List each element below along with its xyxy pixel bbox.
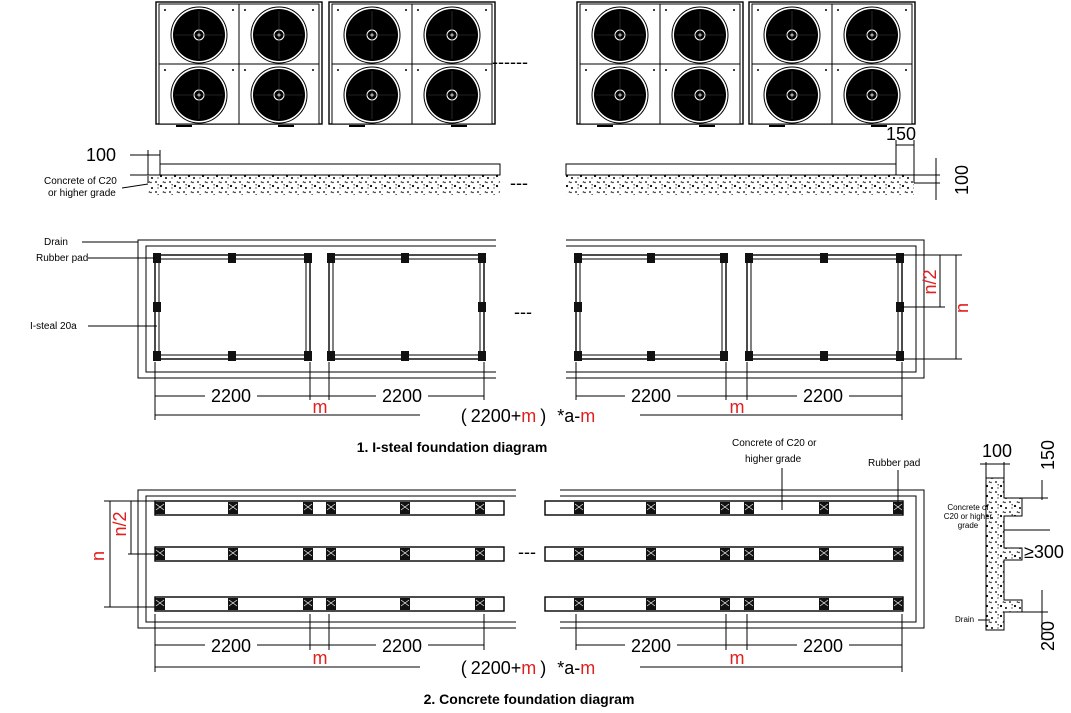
section-view: 100 150 100 Concrete of C20 or higher gr… xyxy=(44,124,972,200)
dim-100-left: 100 xyxy=(86,145,116,165)
dim-m: m xyxy=(313,397,328,417)
drain-label: Drain xyxy=(44,237,68,248)
concrete-label-line2: or higher grade xyxy=(48,188,116,199)
side-dim-150: 150 xyxy=(1038,440,1058,470)
dim-2200: 2200 xyxy=(803,386,843,406)
total-length-dim: (2200+m) *a-m xyxy=(461,658,596,678)
side-concrete-line1: Concrete of xyxy=(947,503,989,512)
side-dim-300: ≥300 xyxy=(1024,542,1064,562)
concrete-break-mark: --- xyxy=(518,542,536,562)
dim-2200: 2200 xyxy=(382,386,422,406)
side-drain-label: Drain xyxy=(955,615,974,624)
dim-2200: 2200 xyxy=(803,636,843,656)
concrete-label-line2: higher grade xyxy=(745,454,802,465)
dim-2200: 2200 xyxy=(211,386,251,406)
dim-2200: 2200 xyxy=(382,636,422,656)
side-section: 100 150 Concrete of C20 or higher grade … xyxy=(944,440,1064,651)
fan-unit xyxy=(329,2,495,126)
n-half-dim: n/2 xyxy=(920,269,940,294)
dim-2200: 2200 xyxy=(631,386,671,406)
dim-m: m xyxy=(313,648,328,668)
dim-100-right: 100 xyxy=(952,165,972,195)
dim-150: 150 xyxy=(886,124,916,144)
fan-unit xyxy=(749,2,915,126)
n-half-dim: n/2 xyxy=(110,511,130,536)
rubber-pad-label: Rubber pad xyxy=(868,458,920,469)
side-dim-100: 100 xyxy=(982,441,1012,461)
isteel-label: I-steal 20a xyxy=(30,321,77,332)
side-dim-200: 200 xyxy=(1038,621,1058,651)
isteel-plan: Drain Rubber pad I-steal 20a --- n/2 n 2… xyxy=(30,237,972,455)
section-break-mark: --- xyxy=(510,173,528,193)
dim-2200: 2200 xyxy=(211,636,251,656)
dim-2200: 2200 xyxy=(631,636,671,656)
isteel-break-mark: --- xyxy=(514,302,532,322)
concrete-caption: 2. Concrete foundation diagram xyxy=(424,691,635,707)
units-break-mark: ------ xyxy=(492,52,528,72)
side-concrete-line2: C20 or higher xyxy=(944,512,993,521)
n-dim: n xyxy=(952,303,972,313)
concrete-plan: --- Concrete of C20 or higher grade Rubb… xyxy=(88,438,925,707)
fan-unit xyxy=(156,2,322,126)
rubber-pad-label: Rubber pad xyxy=(36,253,88,264)
fan-units-row: ------ xyxy=(156,2,915,126)
isteel-caption: 1. I-steal foundation diagram xyxy=(357,439,548,455)
fan-unit xyxy=(577,2,743,126)
dim-m: m xyxy=(730,648,745,668)
total-length-dim: (2200+m) *a-m xyxy=(461,406,596,426)
n-dim: n xyxy=(88,551,108,561)
dim-m: m xyxy=(730,397,745,417)
concrete-label-line1: Concrete of C20 xyxy=(44,176,117,187)
side-concrete-line3: grade xyxy=(958,521,979,530)
concrete-label-line1: Concrete of C20 or xyxy=(732,438,817,449)
